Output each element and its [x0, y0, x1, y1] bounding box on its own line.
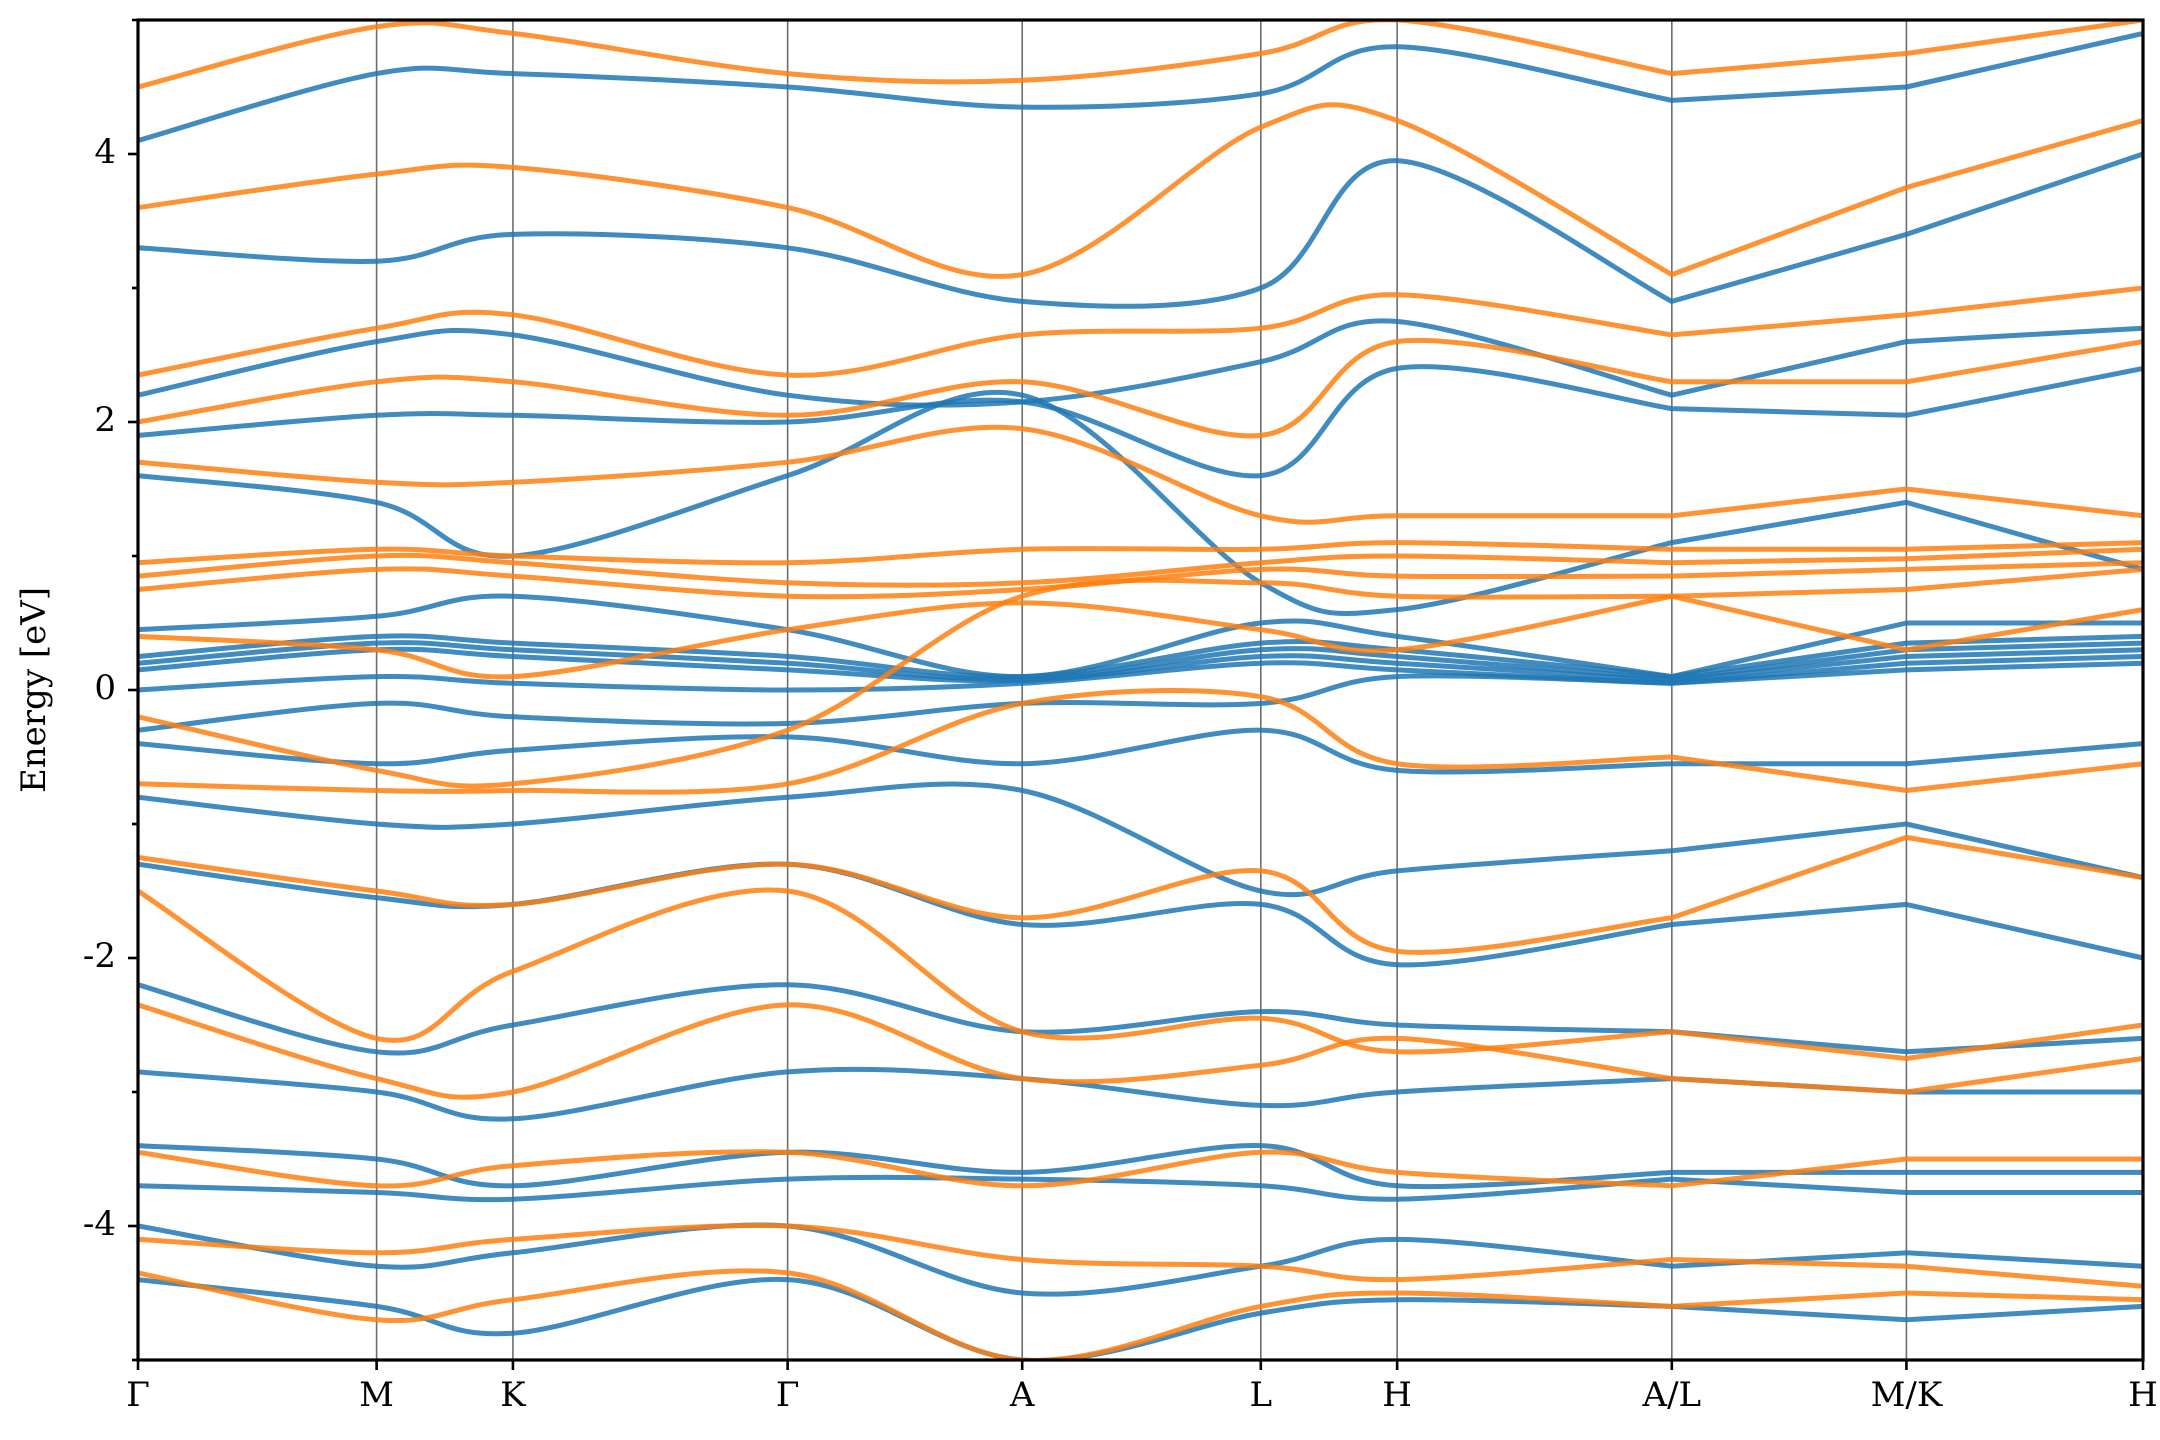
y-tick-label: 4 [94, 132, 116, 172]
y-tick-label: -2 [83, 936, 116, 976]
x-tick-label: A/L [1642, 1375, 1702, 1415]
band-line [138, 688, 2143, 795]
band-line [138, 1002, 2143, 1100]
band-line [138, 337, 2143, 439]
x-tick-label: Γ [126, 1375, 150, 1415]
band-line [138, 593, 2143, 680]
band-line [138, 1268, 2143, 1360]
band-line [138, 1149, 2143, 1189]
y-tick-label: -4 [83, 1204, 116, 1244]
band-line [138, 102, 2143, 279]
band-line [138, 727, 2143, 775]
x-axis-ticks: Γ M K Γ A L H A/L M/K H [126, 1360, 2158, 1415]
band-line [138, 861, 2143, 968]
band-line [138, 887, 2143, 1061]
y-axis-label: Energy [eV] [14, 587, 54, 793]
band-line [138, 151, 2143, 309]
x-tick-label: K [500, 1375, 526, 1415]
y-tick-label: 0 [94, 668, 116, 708]
x-tick-label: M [359, 1375, 394, 1415]
band-line [138, 540, 2143, 566]
band-line [138, 30, 2143, 144]
x-tick-label: L [1250, 1375, 1273, 1415]
band-line [138, 781, 2143, 898]
energy-bands [138, 20, 2143, 1360]
band-line [138, 546, 2143, 588]
band-line [138, 566, 2143, 789]
band-line [138, 20, 2143, 90]
band-line [138, 1222, 2143, 1297]
x-tick-label: H [2128, 1375, 2158, 1415]
band-line [138, 560, 2143, 600]
x-tick-label: M/K [1871, 1375, 1943, 1415]
band-line [138, 1174, 2143, 1203]
x-tick-label: H [1382, 1375, 1412, 1415]
plot-frame [136, 18, 2145, 1362]
x-tick-label: Γ [776, 1375, 800, 1415]
band-line [138, 834, 2143, 955]
band-line [138, 1276, 2143, 1360]
band-line [138, 660, 2143, 733]
y-tick-label: 2 [94, 400, 116, 440]
band-line [138, 1222, 2143, 1289]
band-line [138, 285, 2143, 378]
x-tick-label: A [1009, 1375, 1035, 1415]
y-axis-ticks: -4 -2 0 2 4 [83, 18, 138, 1362]
band-line [138, 424, 2143, 525]
